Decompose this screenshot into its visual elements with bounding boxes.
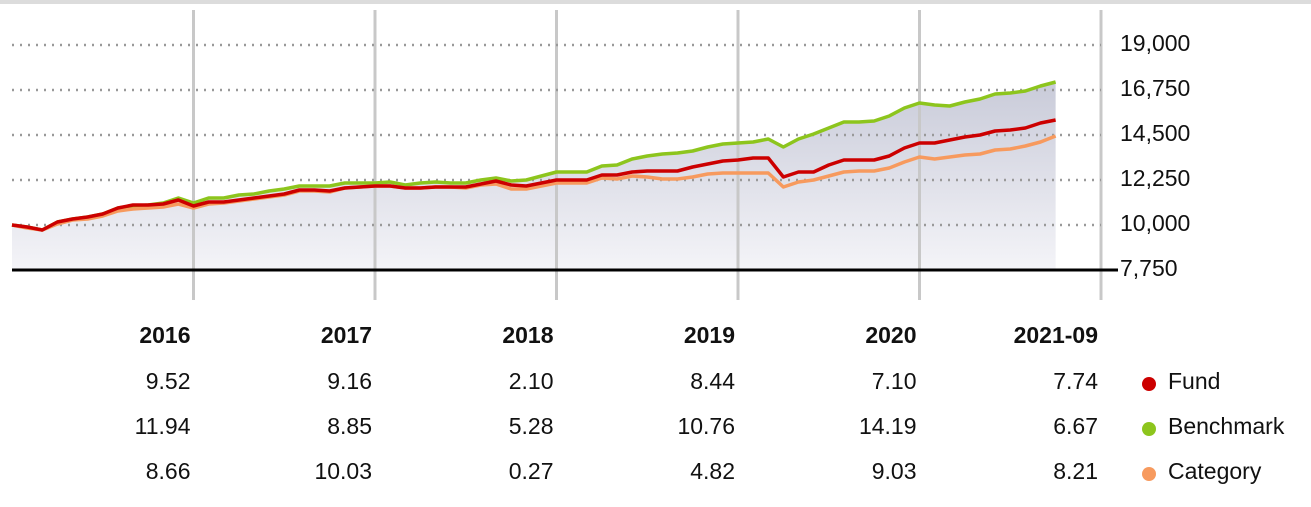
return-value: 9.52 [146,368,191,394]
return-value: 7.74 [1053,368,1098,394]
y-tick-label: 7,750 [1120,255,1178,281]
return-value: 8.21 [1053,458,1098,484]
y-tick-label: 14,500 [1120,120,1190,146]
legend-dot [1142,422,1156,436]
series-line [11,80,1057,232]
period-header: 2016 [139,322,190,348]
return-value: 7.10 [872,368,917,394]
period-header: 2019 [684,322,735,348]
return-value: 8.85 [327,413,372,439]
return-value: 9.03 [872,458,917,484]
return-value: 6.67 [1053,413,1098,439]
y-tick-label: 12,250 [1120,165,1190,191]
return-value: 2.10 [509,368,554,394]
y-tick-label: 19,000 [1120,30,1190,56]
period-header: 2018 [502,322,553,348]
return-value: 14.19 [859,413,917,439]
return-value: 4.82 [690,458,735,484]
return-value: 10.76 [677,413,735,439]
legend-dot [1142,377,1156,391]
period-header: 2017 [321,322,372,348]
legend-label: Fund [1168,368,1220,394]
return-value: 0.27 [509,458,554,484]
period-header: 2020 [865,322,916,348]
legend-label: Category [1168,458,1262,484]
y-tick-label: 16,750 [1120,75,1190,101]
legend-dot [1142,467,1156,481]
top-bar [0,0,1311,4]
series-line [11,118,1056,232]
return-value: 8.66 [146,458,191,484]
return-value: 11.94 [135,413,191,439]
series-line [11,134,1057,232]
area-shade [12,82,1056,270]
return-value: 10.03 [314,458,372,484]
return-value: 9.16 [327,368,372,394]
period-header: 2021-09 [1014,322,1098,348]
legend-label: Benchmark [1168,413,1285,439]
return-value: 8.44 [690,368,735,394]
y-tick-label: 10,000 [1120,210,1190,236]
return-value: 5.28 [509,413,554,439]
